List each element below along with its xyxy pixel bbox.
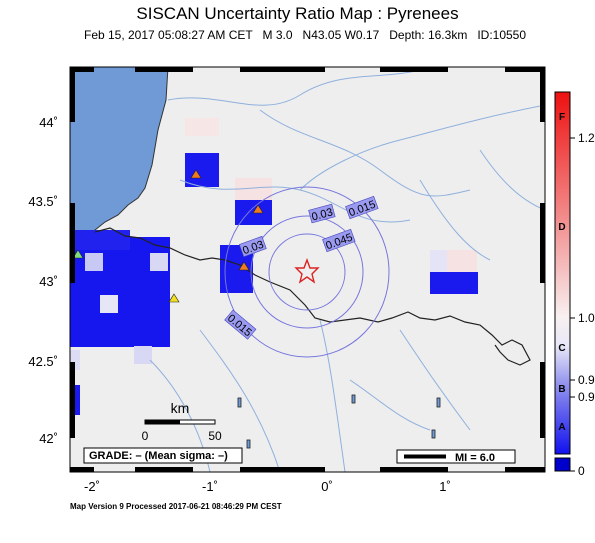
lon-tick: 1˚: [439, 479, 451, 494]
colorbar-value: 1.0: [578, 311, 595, 325]
lon-tick: 0˚: [321, 479, 333, 494]
station-marker: [168, 293, 180, 303]
grade-letter: F: [559, 112, 565, 123]
map-frame: [69, 66, 546, 473]
grade-text: GRADE: – (Mean sigma: –): [89, 450, 228, 462]
grade-letter: C: [558, 343, 565, 354]
uncertainty-contours: [224, 186, 390, 358]
scale-bar: km 0 50: [142, 400, 222, 443]
lon-tick: -1˚: [202, 479, 218, 494]
lakes: [237, 394, 441, 449]
scale-start: 0: [142, 429, 149, 443]
mi-box: MI = 6.0: [396, 449, 516, 464]
map-canvas: 0.015 0.03 0.045 0.03 0.015: [70, 67, 545, 472]
lon-tick: -2˚: [84, 479, 100, 494]
lat-tick: 42˚: [39, 431, 58, 446]
colorbar-value: 0.9: [578, 390, 595, 404]
event-subtitle: Feb 15, 2017 05:08:27 AM CET M 3.0 N43.0…: [83, 28, 527, 42]
lat-tick: 42.5˚: [28, 354, 58, 369]
station-marker: [252, 204, 264, 214]
grade-letter: A: [558, 422, 565, 433]
map-title: SISCAN Uncertainty Ratio Map : Pyrenees: [136, 4, 459, 23]
contour-label: 0.03: [310, 206, 334, 223]
contour-labels: 0.015 0.03 0.045 0.03 0.015: [224, 195, 379, 340]
lat-tick: 43˚: [39, 274, 58, 289]
longitude-ticks: -2˚ -1˚ 0˚ 1˚: [84, 479, 451, 494]
scale-end: 50: [208, 429, 222, 443]
colorbar-value: 0: [578, 464, 585, 478]
mi-text: MI = 6.0: [455, 452, 495, 464]
stations: [72, 169, 264, 303]
grade-letter: B: [558, 384, 565, 395]
lat-tick: 43.5˚: [28, 194, 58, 209]
scale-unit: km: [171, 400, 190, 416]
station-marker: [238, 261, 250, 271]
station-marker: [72, 249, 84, 259]
colorbar-value: 0.9: [578, 373, 595, 387]
colorbar-value: 1.2: [578, 131, 595, 145]
map-version-footer: Map Version 9 Processed 2017-06-21 08:46…: [70, 502, 282, 511]
lat-tick: 44˚: [39, 115, 58, 130]
colorbar: F D C B A 1.2 1.0 0.9 0.9 0: [554, 91, 595, 478]
country-border: [94, 227, 531, 366]
epicenter-star: [294, 258, 320, 284]
grade-letter: D: [558, 222, 565, 233]
station-marker: [190, 169, 202, 179]
latitude-ticks: 44˚ 43.5˚ 43˚ 42.5˚ 42˚: [28, 115, 58, 446]
grade-box: GRADE: – (Mean sigma: –): [83, 447, 243, 464]
